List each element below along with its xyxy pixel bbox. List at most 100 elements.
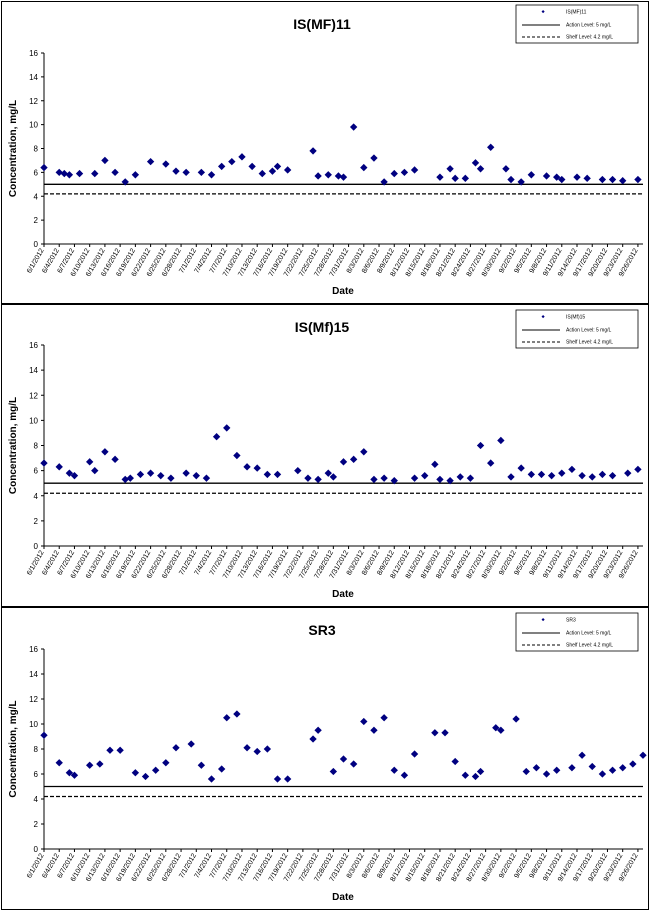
data-point bbox=[162, 759, 170, 767]
data-point bbox=[634, 465, 642, 474]
data-point bbox=[461, 771, 470, 779]
y-tick-label: 6 bbox=[34, 467, 39, 476]
y-axis-title: Concentration, mg/L bbox=[8, 700, 19, 797]
data-point bbox=[248, 162, 256, 171]
data-point bbox=[410, 750, 419, 758]
data-point bbox=[517, 178, 525, 186]
data-point bbox=[294, 466, 302, 475]
legend-marker bbox=[541, 618, 545, 622]
legend: IS(Mf)15 Action Level: 5 mg/L Shelf Level:… bbox=[515, 309, 639, 349]
y-tick-label: 2 bbox=[34, 517, 39, 526]
data-point bbox=[283, 166, 292, 174]
data-point bbox=[431, 460, 439, 469]
legend-box bbox=[515, 4, 639, 44]
data-point bbox=[634, 175, 642, 184]
data-point bbox=[182, 469, 190, 477]
data-point bbox=[527, 470, 535, 479]
y-tick-label: 10 bbox=[29, 720, 38, 729]
data-point bbox=[370, 154, 378, 162]
data-point bbox=[146, 469, 155, 477]
data-point bbox=[324, 469, 332, 477]
x-axis-title: Date bbox=[332, 286, 354, 297]
data-point bbox=[370, 726, 378, 734]
data-point bbox=[253, 747, 261, 756]
data-point bbox=[40, 459, 48, 467]
data-point bbox=[65, 469, 74, 477]
y-tick-label: 16 bbox=[29, 341, 38, 350]
data-point bbox=[578, 471, 586, 480]
data-point bbox=[263, 470, 272, 479]
data-point bbox=[410, 474, 419, 482]
chart-title: IS(Mf)15 bbox=[295, 319, 350, 335]
data-point bbox=[629, 760, 637, 768]
chart-panel: IS(MF)1102468101214166/1/20126/4/20126/7… bbox=[1, 1, 649, 304]
y-tick-label: 2 bbox=[34, 216, 39, 225]
data-point bbox=[223, 424, 231, 432]
data-point bbox=[568, 465, 576, 474]
data-point bbox=[253, 464, 261, 472]
data-point bbox=[370, 475, 378, 484]
legend-action-label: Action Level: 5 mg/L bbox=[566, 328, 612, 334]
legend: SR3 Action Level: 5 mg/L Shelf Level: 4.2 … bbox=[515, 612, 639, 652]
data-point bbox=[334, 172, 343, 180]
data-point bbox=[598, 770, 607, 778]
data-point bbox=[131, 769, 140, 777]
data-point bbox=[558, 469, 566, 477]
y-tick-label: 4 bbox=[34, 492, 39, 501]
chart-title: SR3 bbox=[308, 622, 335, 638]
data-point bbox=[390, 766, 398, 774]
data-point bbox=[55, 463, 63, 471]
data-point bbox=[309, 735, 317, 743]
data-point bbox=[608, 766, 617, 774]
y-axis-title: Concentration, mg/L bbox=[8, 397, 19, 494]
legend: IS(MF)11 Action Level: 5 mg/L Shelf Level:… bbox=[515, 4, 639, 44]
data-point bbox=[608, 175, 617, 184]
y-tick-label: 14 bbox=[29, 366, 38, 375]
data-point bbox=[65, 171, 74, 179]
data-point bbox=[400, 771, 409, 779]
x-axis-title: Date bbox=[332, 892, 354, 903]
data-point bbox=[624, 469, 632, 477]
data-point bbox=[436, 475, 444, 484]
data-point bbox=[228, 157, 236, 166]
y-tick-label: 10 bbox=[29, 121, 38, 130]
data-point bbox=[451, 757, 459, 766]
data-point bbox=[598, 175, 607, 184]
data-point bbox=[243, 744, 251, 752]
y-axis-title: Concentration, mg/L bbox=[8, 100, 19, 197]
data-point bbox=[466, 474, 475, 482]
legend-shelf-label: Shelf Level: 4.2 mg/L bbox=[566, 340, 613, 346]
legend-shelf-label: Shelf Level: 4.2 mg/L bbox=[566, 35, 613, 41]
data-point bbox=[339, 458, 348, 466]
data-point bbox=[547, 471, 556, 480]
legend-series-label: SR3 bbox=[566, 618, 576, 624]
data-point bbox=[172, 167, 180, 175]
data-point bbox=[390, 169, 398, 178]
x-axis-title: Date bbox=[332, 589, 354, 600]
data-point bbox=[537, 470, 546, 479]
y-tick-label: 12 bbox=[29, 695, 38, 704]
y-tick-label: 0 bbox=[34, 542, 39, 551]
data-point bbox=[598, 470, 607, 479]
data-point bbox=[390, 476, 398, 485]
data-point bbox=[349, 123, 358, 131]
data-point bbox=[497, 436, 505, 445]
data-point bbox=[101, 448, 109, 456]
data-point bbox=[380, 474, 388, 482]
legend-shelf-label: Shelf Level: 4.2 mg/L bbox=[566, 643, 613, 649]
data-point bbox=[476, 441, 485, 450]
y-tick-label: 12 bbox=[29, 97, 38, 106]
data-point bbox=[131, 171, 140, 179]
panel-frame bbox=[1, 607, 649, 910]
y-tick-label: 16 bbox=[29, 49, 38, 58]
data-point bbox=[471, 772, 480, 781]
data-point bbox=[91, 466, 99, 475]
data-point bbox=[588, 473, 596, 481]
data-point bbox=[202, 474, 211, 482]
data-point bbox=[410, 166, 419, 174]
y-tick-label: 6 bbox=[34, 168, 39, 177]
legend-series-label: IS(Mf)15 bbox=[566, 315, 585, 321]
data-point bbox=[497, 726, 505, 734]
data-point bbox=[141, 772, 150, 781]
